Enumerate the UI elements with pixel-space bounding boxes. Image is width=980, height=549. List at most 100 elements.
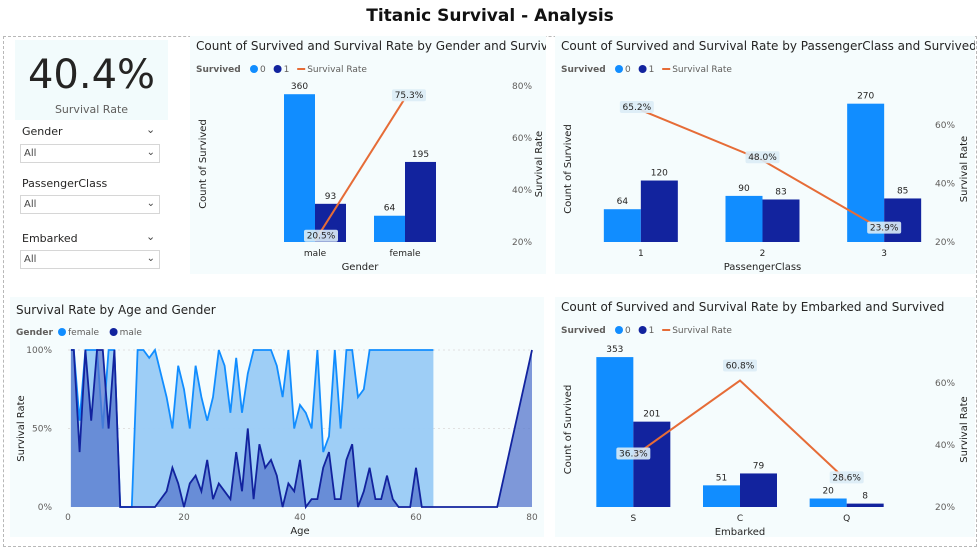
bar-0-female	[374, 215, 405, 242]
slicer-embarked-value: All	[24, 254, 37, 265]
bar-data-label: 51	[716, 473, 727, 483]
y-axis-title: Count of Survived	[563, 385, 574, 475]
gender-chart-panel[interactable]: Count of Survived and Survival Rate by G…	[190, 36, 563, 274]
bar-0-male	[284, 94, 315, 242]
bar-data-label: 83	[775, 187, 786, 197]
line-male	[70, 349, 533, 510]
legend-label: 0	[625, 326, 631, 336]
legend-marker	[638, 65, 647, 73]
rate-label-bg	[616, 447, 651, 460]
rate-data-label: 48.0%	[748, 153, 777, 163]
bar-data-label: 64	[384, 204, 396, 214]
bar-data-label: 353	[606, 345, 623, 355]
legend-label: Survival Rate	[672, 65, 732, 75]
bar-0-S	[596, 357, 634, 507]
legend-marker	[273, 65, 282, 73]
chart-title: Count of Survived and Survival Rate by G…	[196, 39, 546, 53]
bar-data-label: 64	[617, 197, 629, 207]
x-axis-title: Age	[290, 526, 309, 537]
legend-label: male	[120, 328, 143, 338]
slicer-gender-dropdown[interactable]: All ⌄	[20, 144, 160, 163]
x-tick-label: 40	[294, 513, 306, 523]
kpi-card[interactable]: 40.4% Survival Rate	[15, 40, 168, 120]
x-tick-label: female	[389, 249, 420, 259]
bar-1-S	[633, 421, 671, 507]
embarked-chart-panel[interactable]: Count of Survived and Survival Rate by E…	[555, 297, 975, 538]
y-tick-label: 100%	[26, 346, 52, 356]
x-tick-label: 60	[410, 513, 422, 523]
chevron-down-icon: ⌄	[146, 253, 155, 264]
slicer-class-value: All	[24, 199, 37, 210]
kpi-value: 40.4%	[27, 52, 156, 98]
age-chart-panel[interactable]: Survival Rate by Age and Gender Gender fem…	[10, 297, 544, 537]
y2-tick-label: 60%	[935, 379, 955, 389]
bar-1-1	[640, 180, 678, 242]
legend-label: 1	[284, 65, 290, 75]
y2-tick-label: 60%	[935, 121, 955, 131]
kpi-label: Survival Rate	[54, 103, 129, 116]
rate-label-bg	[829, 471, 864, 484]
y2-tick-label: 60%	[512, 134, 532, 144]
x-tick-label: 80	[526, 513, 538, 523]
x-tick-label: male	[304, 249, 327, 259]
slicer-embarked-dropdown[interactable]: All ⌄	[20, 250, 160, 269]
pclass-chart-panel[interactable]: Count of Survived and Survival Rate by P…	[555, 36, 977, 274]
legend-marker	[250, 65, 258, 73]
legend-title: Survived	[561, 326, 606, 336]
bar-0-Q	[809, 498, 847, 507]
rate-data-label: 60.8%	[726, 362, 755, 372]
y-tick-label: 50%	[32, 425, 52, 435]
y2-tick-label: 20%	[512, 238, 532, 248]
slicer-class-dropdown[interactable]: All ⌄	[20, 195, 160, 214]
legend-marker	[58, 328, 66, 336]
bar-data-label: 201	[643, 410, 660, 420]
age-chart: Survival Rate by Age and Gender Gender fem…	[16, 303, 538, 537]
slicer-embarked-label: Embarked	[22, 232, 78, 245]
chart-title: Count of Survived and Survival Rate by P…	[561, 39, 975, 53]
rate-label-bg	[392, 89, 426, 102]
legend-marker	[638, 326, 647, 334]
chevron-down-icon: ⌄	[146, 147, 155, 158]
chevron-down-icon[interactable]: ⌄	[146, 230, 156, 243]
slicer-class-label: PassengerClass	[22, 177, 108, 190]
x-tick-label: 1	[638, 249, 644, 259]
y2-tick-label: 80%	[512, 82, 532, 92]
x-tick-label: 20	[178, 513, 190, 523]
bar-1-Q	[846, 503, 884, 507]
rate-data-label: 36.3%	[619, 449, 648, 459]
legend-label: 0	[260, 65, 266, 75]
chevron-down-icon[interactable]: ⌄	[146, 123, 156, 136]
y2-tick-label: 20%	[935, 503, 955, 513]
bar-data-label: 90	[738, 184, 750, 194]
survival-rate-line	[632, 379, 848, 482]
rate-label-bg	[745, 151, 780, 164]
y2-tick-label: 40%	[512, 186, 532, 196]
legend-label: 1	[649, 326, 655, 336]
legend-marker	[109, 328, 118, 336]
y2-axis-title: Survival Rate	[959, 136, 970, 202]
legend-marker	[615, 326, 623, 334]
y-axis-title: Count of Survived	[563, 124, 574, 214]
slicer-gender-label: Gender	[22, 125, 63, 138]
area-female	[70, 350, 434, 507]
bar-data-label: 79	[753, 461, 765, 471]
bar-data-label: 93	[325, 192, 336, 202]
bar-1-3	[884, 198, 922, 242]
legend-title: Gender	[16, 328, 53, 338]
rate-data-label: 20.5%	[307, 232, 336, 242]
legend-title: Survived	[561, 65, 606, 75]
page-title: Titanic Survival - Analysis	[366, 6, 614, 26]
x-tick-label: Q	[843, 514, 850, 524]
bar-1-female	[405, 161, 436, 242]
y-axis-title: Count of Survived	[198, 119, 209, 209]
rate-label-bg	[304, 229, 338, 242]
bar-data-label: 85	[897, 186, 908, 196]
bar-0-2	[725, 195, 763, 242]
rate-label-bg	[619, 101, 654, 114]
survival-rate-line	[314, 97, 406, 242]
gender-chart: Count of Survived and Survival Rate by G…	[196, 39, 563, 273]
legend-label: 1	[649, 65, 655, 75]
legend-label: Survival Rate	[672, 326, 732, 336]
legend-title: Survived	[196, 65, 241, 75]
bar-data-label: 195	[412, 150, 429, 160]
